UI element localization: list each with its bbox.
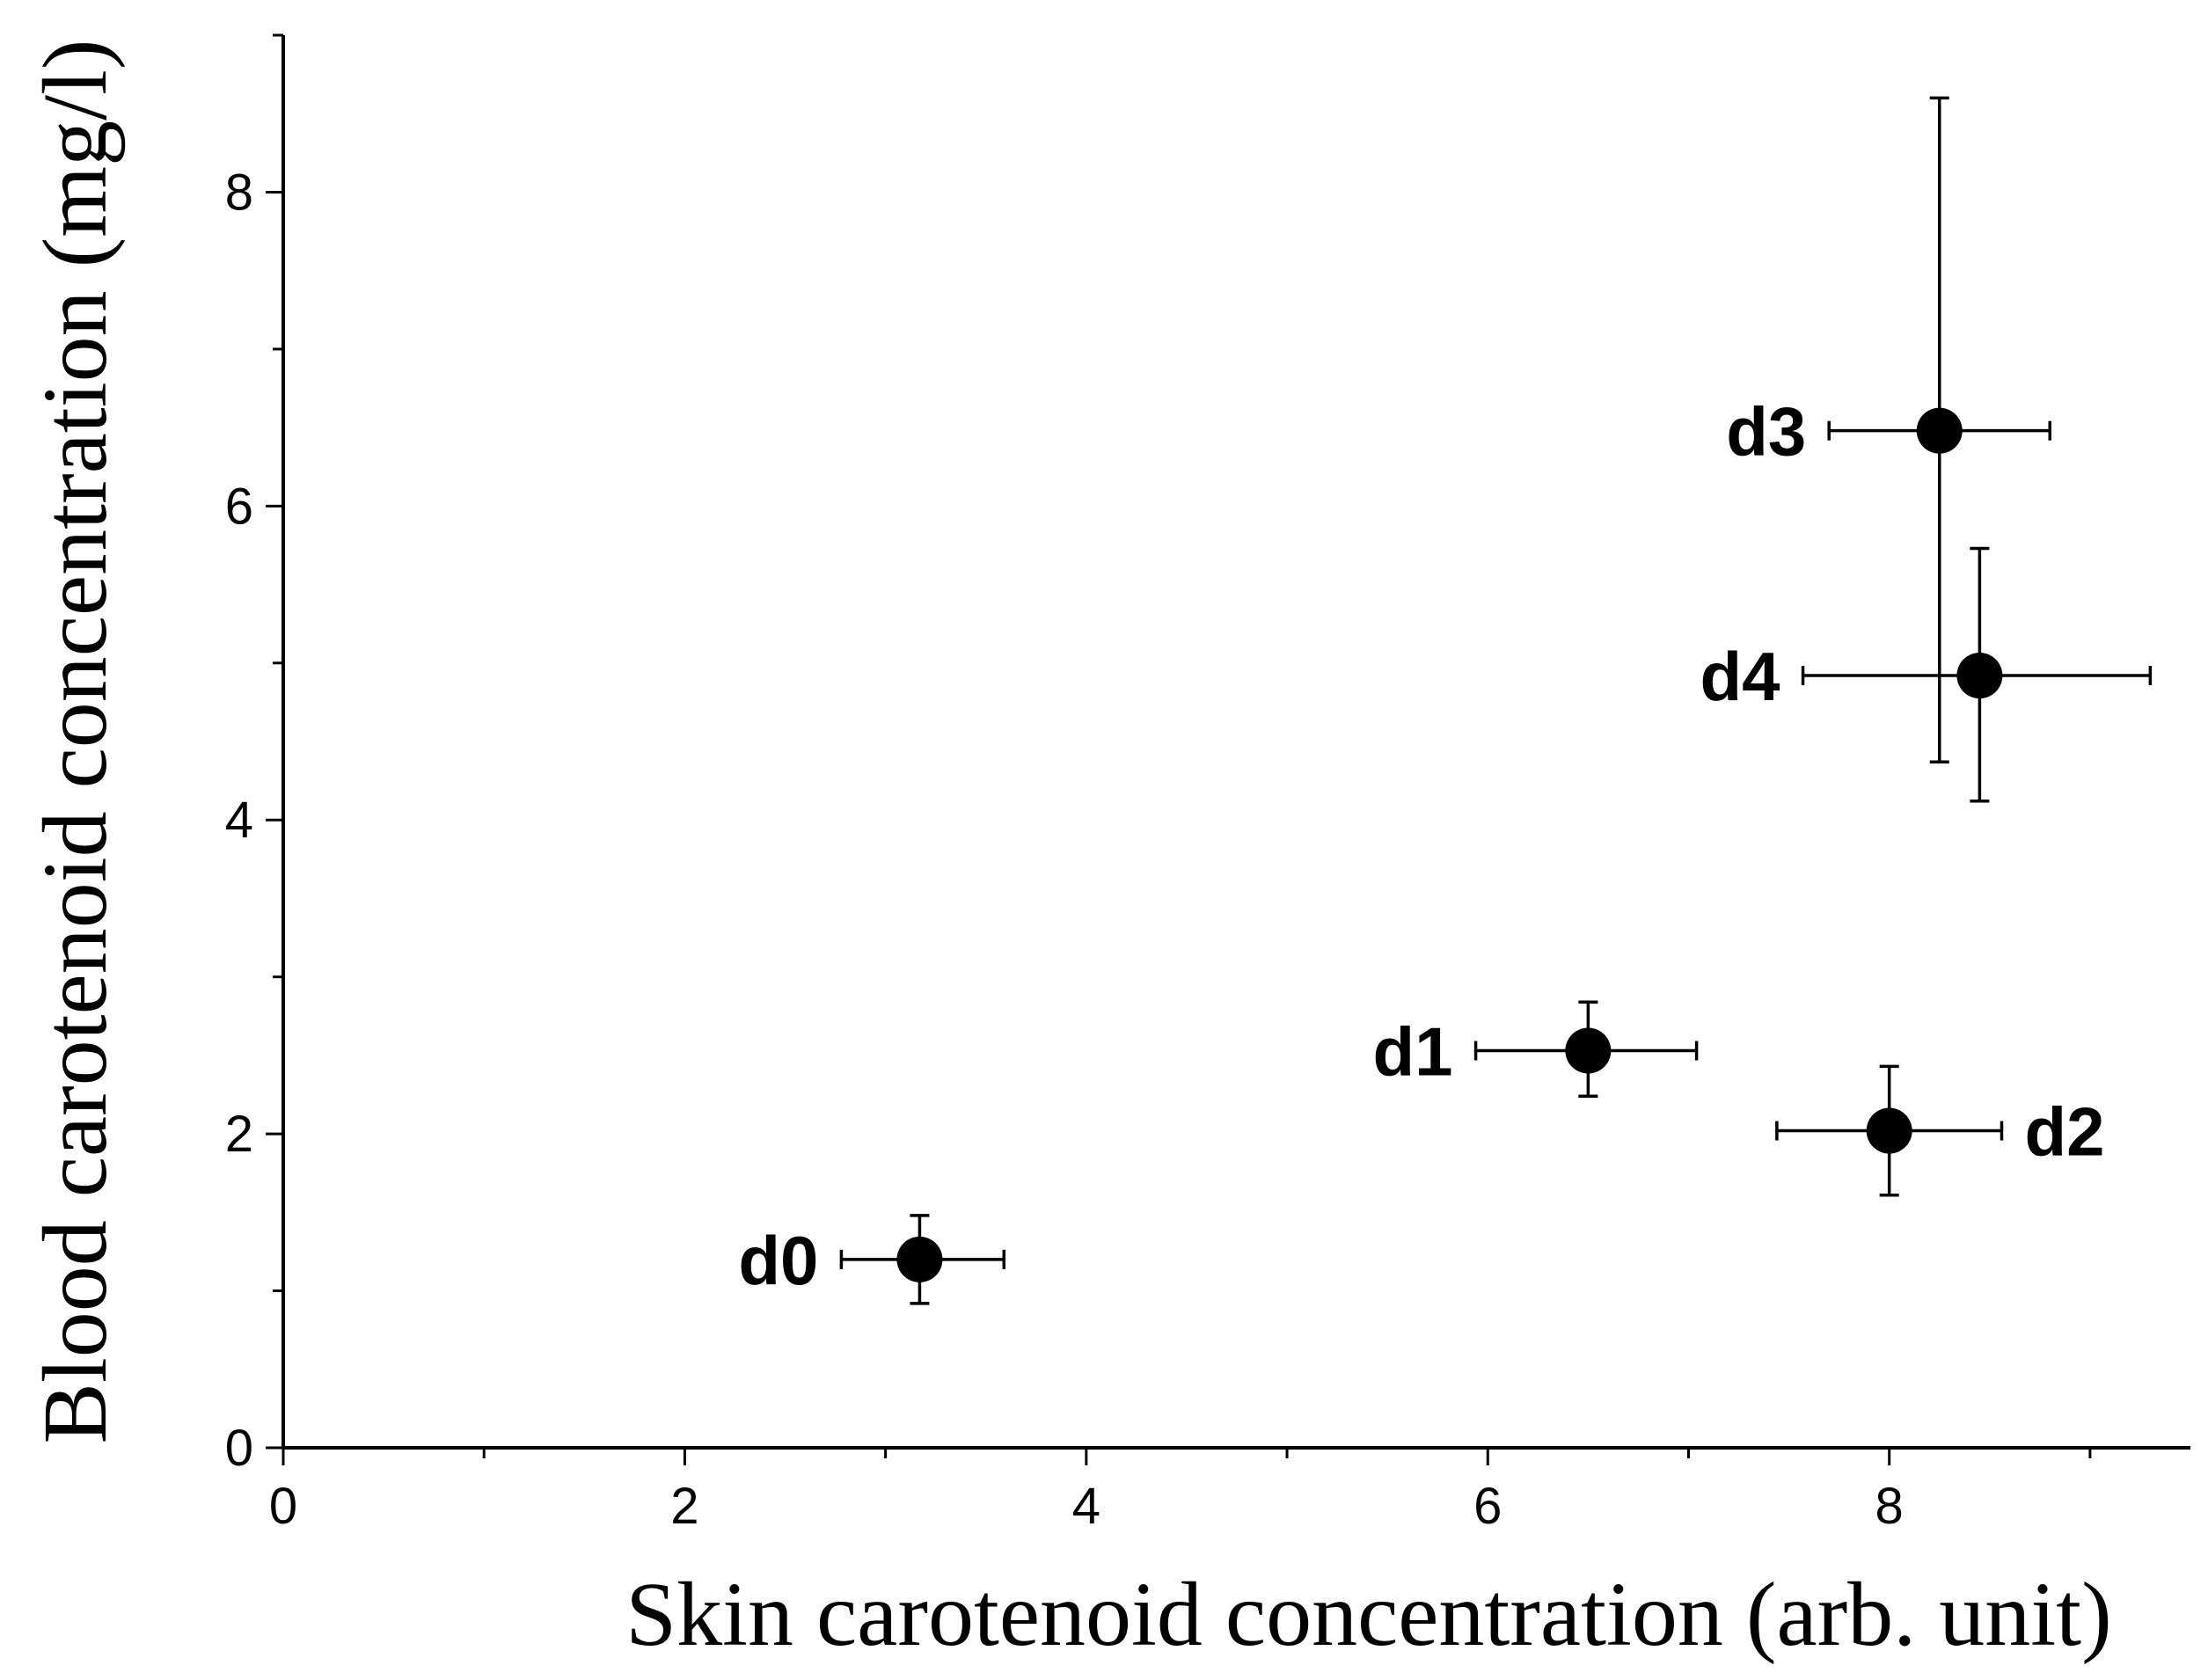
- data-point-d1: [1565, 1027, 1612, 1074]
- y-tick-label: 2: [225, 1106, 253, 1163]
- x-tick-label: 2: [670, 1478, 698, 1535]
- data-point-d4: [1956, 653, 2003, 699]
- x-tick-label: 0: [269, 1478, 297, 1535]
- x-tick-label: 8: [1875, 1478, 1904, 1535]
- data-point-d2: [1866, 1107, 1912, 1154]
- x-tick-label: 4: [1072, 1478, 1100, 1535]
- data-point-d3: [1916, 407, 1963, 454]
- x-tick-label: 6: [1473, 1478, 1502, 1535]
- data-point-d0: [896, 1236, 943, 1282]
- point-labels: d0 d1 d2 d3 d4: [738, 393, 2104, 1299]
- error-bars: [839, 96, 2153, 1305]
- point-label-d1: d1: [1373, 1013, 1453, 1091]
- point-label-d2: d2: [2024, 1093, 2104, 1171]
- x-axis-title: Skin carotenoid concentration (arb. unit…: [625, 1564, 2111, 1665]
- axis-ticks: 0 2 4 6 8 0 2 4 6 8: [225, 33, 2092, 1535]
- y-tick-label: 8: [225, 164, 253, 221]
- point-label-d3: d3: [1726, 393, 1806, 471]
- y-axis-title: Blood carotenoid concentration (mg/l): [25, 39, 126, 1443]
- y-tick-label: 6: [225, 478, 253, 535]
- data-points: [896, 407, 2003, 1282]
- point-label-d0: d0: [738, 1222, 818, 1299]
- y-tick-label: 0: [225, 1420, 253, 1477]
- y-tick-label: 4: [225, 792, 253, 849]
- point-label-d4: d4: [1700, 638, 1780, 715]
